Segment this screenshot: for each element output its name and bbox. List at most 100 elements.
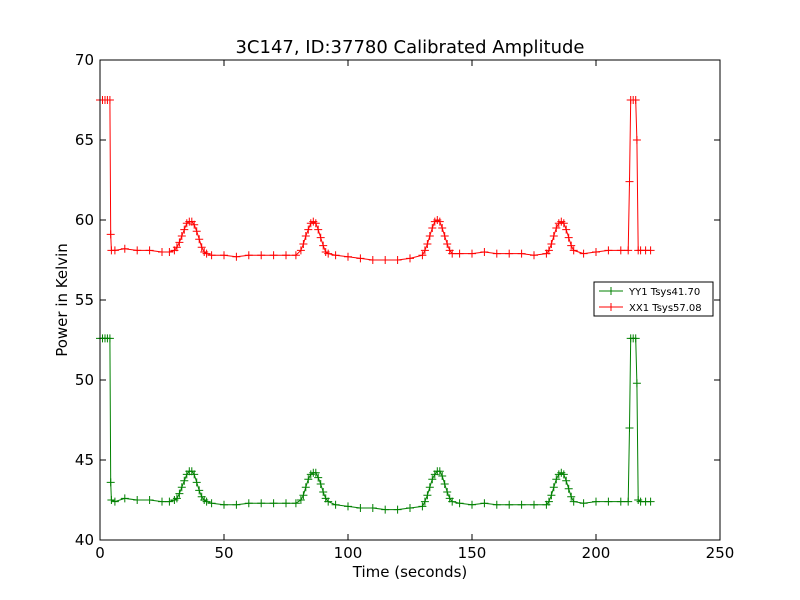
data-point <box>381 505 390 514</box>
legend-entry-yy1: YY1 Tsys41.70 <box>599 287 700 298</box>
data-point <box>480 248 489 256</box>
y-tick-label: 55 <box>75 291 94 309</box>
data-point <box>440 480 449 488</box>
data-point <box>624 246 633 255</box>
data-point <box>177 483 186 492</box>
data-point <box>517 249 526 258</box>
axis-ticks: 0 50 100 150 200 250 40 45 50 55 60 65 70 <box>75 51 734 562</box>
y-tick-label: 50 <box>75 371 94 389</box>
data-point <box>448 249 457 258</box>
data-point <box>158 248 166 256</box>
series-line <box>100 337 651 511</box>
data-point <box>296 246 305 255</box>
data-point <box>438 472 447 480</box>
data-point <box>120 244 129 253</box>
data-point <box>505 249 514 258</box>
data-point <box>579 249 588 258</box>
data-point <box>393 256 402 264</box>
data-point <box>291 251 300 260</box>
data-point <box>172 243 181 252</box>
data-point <box>530 500 538 509</box>
data-point <box>632 379 641 388</box>
data-point <box>425 232 434 240</box>
data-point <box>368 504 377 512</box>
data-point <box>269 251 278 260</box>
data-point <box>133 246 142 255</box>
data-point <box>552 475 561 484</box>
data-point <box>549 483 558 492</box>
data-point <box>616 246 625 255</box>
series-layer <box>96 96 655 514</box>
data-point <box>106 230 115 239</box>
data-point <box>567 241 576 250</box>
data-point <box>604 497 613 506</box>
data-point <box>549 232 558 240</box>
data-point <box>646 497 655 506</box>
x-tick-label: 250 <box>706 544 735 562</box>
data-point <box>544 497 553 506</box>
data-point <box>180 225 189 234</box>
data-point <box>418 502 427 511</box>
data-point <box>172 494 181 503</box>
data-point <box>158 497 166 506</box>
x-tick-label: 150 <box>458 544 487 562</box>
data-point <box>257 499 266 508</box>
data-point <box>244 499 253 508</box>
data-point <box>319 241 328 250</box>
data-point <box>592 248 600 256</box>
data-point <box>505 500 514 509</box>
data-point <box>314 473 323 482</box>
data-point <box>190 470 199 479</box>
data-point <box>311 468 320 477</box>
data-point <box>165 497 174 506</box>
data-point <box>468 500 476 509</box>
data-point <box>423 240 432 248</box>
data-point <box>244 251 253 260</box>
data-point <box>190 220 199 229</box>
legend-marker-yy1 <box>607 287 615 295</box>
data-point <box>438 224 447 232</box>
y-axis-title: Power in Kelvin <box>53 243 71 357</box>
data-point <box>192 478 201 487</box>
data-point <box>220 500 228 509</box>
data-point <box>133 496 142 504</box>
legend-marker-xx1 <box>607 303 615 311</box>
data-point <box>197 243 206 252</box>
data-point <box>368 256 377 264</box>
data-point <box>192 227 201 236</box>
series-xx1 <box>96 96 655 264</box>
data-point <box>175 238 184 247</box>
data-point <box>344 252 352 261</box>
data-point <box>631 96 640 104</box>
legend-label-xx1: XX1 Tsys57.08 <box>629 303 702 314</box>
data-point <box>316 480 325 488</box>
data-point <box>567 492 576 501</box>
data-point <box>562 225 571 234</box>
data-point <box>530 251 538 260</box>
data-point <box>324 249 333 258</box>
data-point <box>604 246 613 255</box>
y-tick-label: 40 <box>75 531 94 549</box>
data-point <box>324 497 333 506</box>
x-tick-label: 200 <box>582 544 611 562</box>
data-point <box>107 496 116 504</box>
data-point <box>220 251 228 260</box>
data-point <box>569 497 578 506</box>
y-tick-label: 65 <box>75 131 94 149</box>
data-point <box>331 251 340 260</box>
data-point <box>443 488 452 496</box>
data-point <box>624 497 633 506</box>
legend-label-yy1: YY1 Tsys41.70 <box>628 287 700 298</box>
data-point <box>420 246 429 255</box>
data-point <box>418 251 427 260</box>
data-point <box>356 504 365 512</box>
data-point <box>547 240 556 248</box>
data-point <box>569 246 578 255</box>
data-point <box>455 499 464 508</box>
y-tick-label: 45 <box>75 451 94 469</box>
data-point <box>120 494 129 503</box>
chart-title: 3C147, ID:37780 Calibrated Amplitude <box>235 37 584 58</box>
x-tick-label: 50 <box>214 544 233 562</box>
data-point <box>304 225 313 234</box>
series-line <box>100 99 651 261</box>
